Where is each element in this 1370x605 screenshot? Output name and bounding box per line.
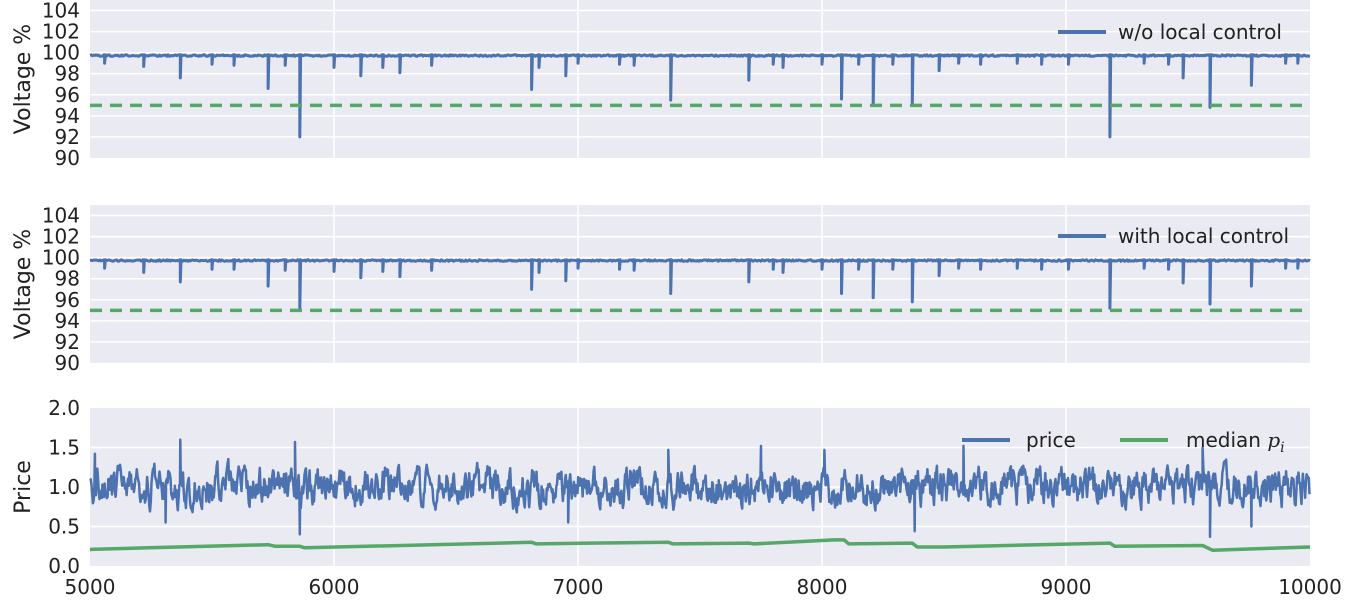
y-tick-label: 2.0: [48, 396, 80, 420]
panel-3: 0.0 0.5 1.0 1.5 2.0 Price 5000 6000 7000 8000 9000…: [11, 396, 1342, 599]
y-tick-label: 94: [55, 309, 80, 333]
y-tick-label: 94: [55, 104, 80, 128]
y-axis-label: Voltage %: [11, 24, 36, 134]
y-axis-label: Voltage %: [11, 229, 36, 339]
y-tick-label: 90: [55, 351, 80, 375]
x-tick-label: 10000: [1278, 575, 1342, 599]
y-tick-label: 96: [55, 83, 80, 107]
y-tick-label: 98: [55, 267, 80, 291]
y-tick-label: 0.0: [48, 554, 80, 578]
legend-label: median pi: [1186, 428, 1285, 456]
legend-label: w/o local control: [1118, 20, 1282, 44]
x-tick-label: 5000: [65, 575, 116, 599]
y-tick-label: 104: [42, 204, 80, 228]
voltage-series-line: [89, 258, 1311, 312]
y-tick-label: 104: [42, 0, 80, 23]
legend: price median pi: [962, 428, 1285, 456]
y-tick-label: 102: [42, 225, 80, 249]
x-tick-label: 7000: [553, 575, 604, 599]
plot-background: [90, 205, 1310, 363]
legend-label: with local control: [1118, 224, 1289, 248]
y-tick-label: 102: [42, 20, 80, 44]
y-tick-label: 0.5: [48, 515, 80, 539]
plot-background: [90, 0, 1310, 158]
x-tick-label: 6000: [309, 575, 360, 599]
median-series-line: [89, 538, 1311, 552]
voltage-series-line: [89, 53, 1311, 139]
y-tick-label: 90: [55, 146, 80, 170]
y-tick-label: 92: [55, 330, 80, 354]
y-tick-label: 92: [55, 125, 80, 149]
x-tick-label: 8000: [797, 575, 848, 599]
y-tick-label: 100: [42, 41, 80, 65]
y-axis-label: Price: [11, 460, 36, 514]
legend: with local control: [1058, 224, 1289, 248]
y-tick-label: 96: [55, 288, 80, 312]
legend: w/o local control: [1058, 20, 1282, 44]
y-tick-label: 100: [42, 246, 80, 270]
price-series-line: [89, 438, 1311, 539]
y-tick-label: 1.5: [48, 436, 80, 460]
y-tick-label: 1.0: [48, 475, 80, 499]
x-tick-label: 9000: [1041, 575, 1092, 599]
y-tick-label: 98: [55, 62, 80, 86]
legend-label: price: [1026, 428, 1076, 452]
